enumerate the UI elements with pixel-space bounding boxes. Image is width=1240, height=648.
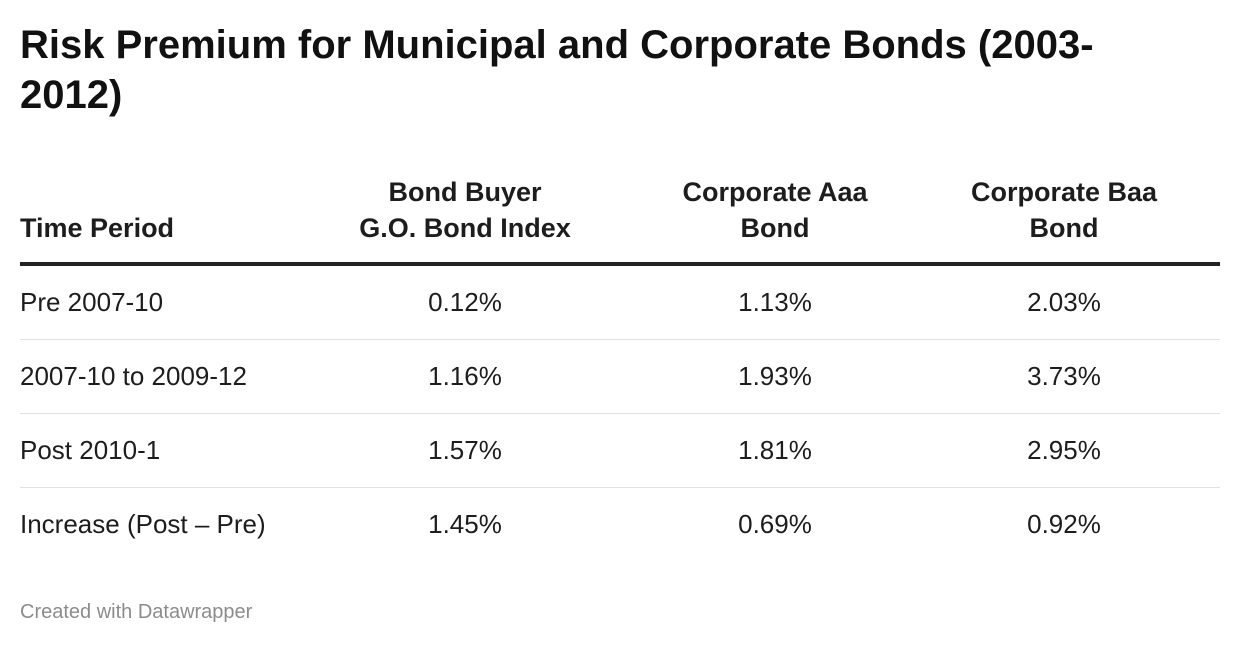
table-cell-value: 1.16% [288,339,642,414]
table-cell-period: 2007-10 to 2009-12 [20,339,288,414]
table-cell-value: 1.93% [642,339,908,414]
header-line: Bond Buyer [388,177,542,207]
table-cell-value: 1.45% [428,509,502,539]
table-cell-value: 0.12% [288,264,642,340]
table-cell-period: Post 2010-1 [20,413,288,488]
header-line: G.O. Bond Index [359,213,571,243]
datawrapper-credit[interactable]: Created with Datawrapper [20,601,253,623]
table-row: Post 2010-1 1.57% 1.81% 2.95% [20,413,1220,488]
header-line: Time Period [20,213,175,243]
table-cell-period: Pre 2007-10 [20,264,288,340]
column-header-corporate-baa: Corporate Baa Bond [908,168,1220,266]
table-cell-value: 0.92% [1027,509,1101,539]
table-cell-value: 1.81% [642,413,908,488]
column-header-corporate-aaa: Corporate Aaa Bond [642,168,908,266]
header-line: Corporate Baa [970,177,1158,207]
table-cell-value: 1.57% [288,413,642,488]
chart-title: Risk Premium for Municipal and Corporate… [20,23,1094,117]
table-cell-value: 0.69% [738,509,812,539]
table-row: Increase (Post – Pre) 1.45% 0.69% 0.92% [20,488,1220,562]
column-header-time-period: Time Period [20,168,288,266]
header-line: Bond [740,213,810,243]
table-cell-value: 1.13% [642,264,908,340]
table-row: 2007-10 to 2009-12 1.16% 1.93% 3.73% [20,339,1220,414]
header-line: Corporate Aaa [682,177,868,207]
header-line: Bond [1029,213,1099,243]
header-row: Time Period Bond Buyer G.O. Bond Index C… [20,168,1220,266]
table-cell-value: 2.03% [908,264,1220,340]
column-header-bond-buyer: Bond Buyer G.O. Bond Index [288,168,642,266]
table-row: Pre 2007-10 0.12% 1.13% 2.03% [20,264,1220,340]
data-table: Time Period Bond Buyer G.O. Bond Index C… [20,168,1220,561]
table-cell-period: Increase (Post – Pre) [20,509,266,539]
table-cell-value: 3.73% [908,339,1220,414]
table-cell-value: 2.95% [908,413,1220,488]
